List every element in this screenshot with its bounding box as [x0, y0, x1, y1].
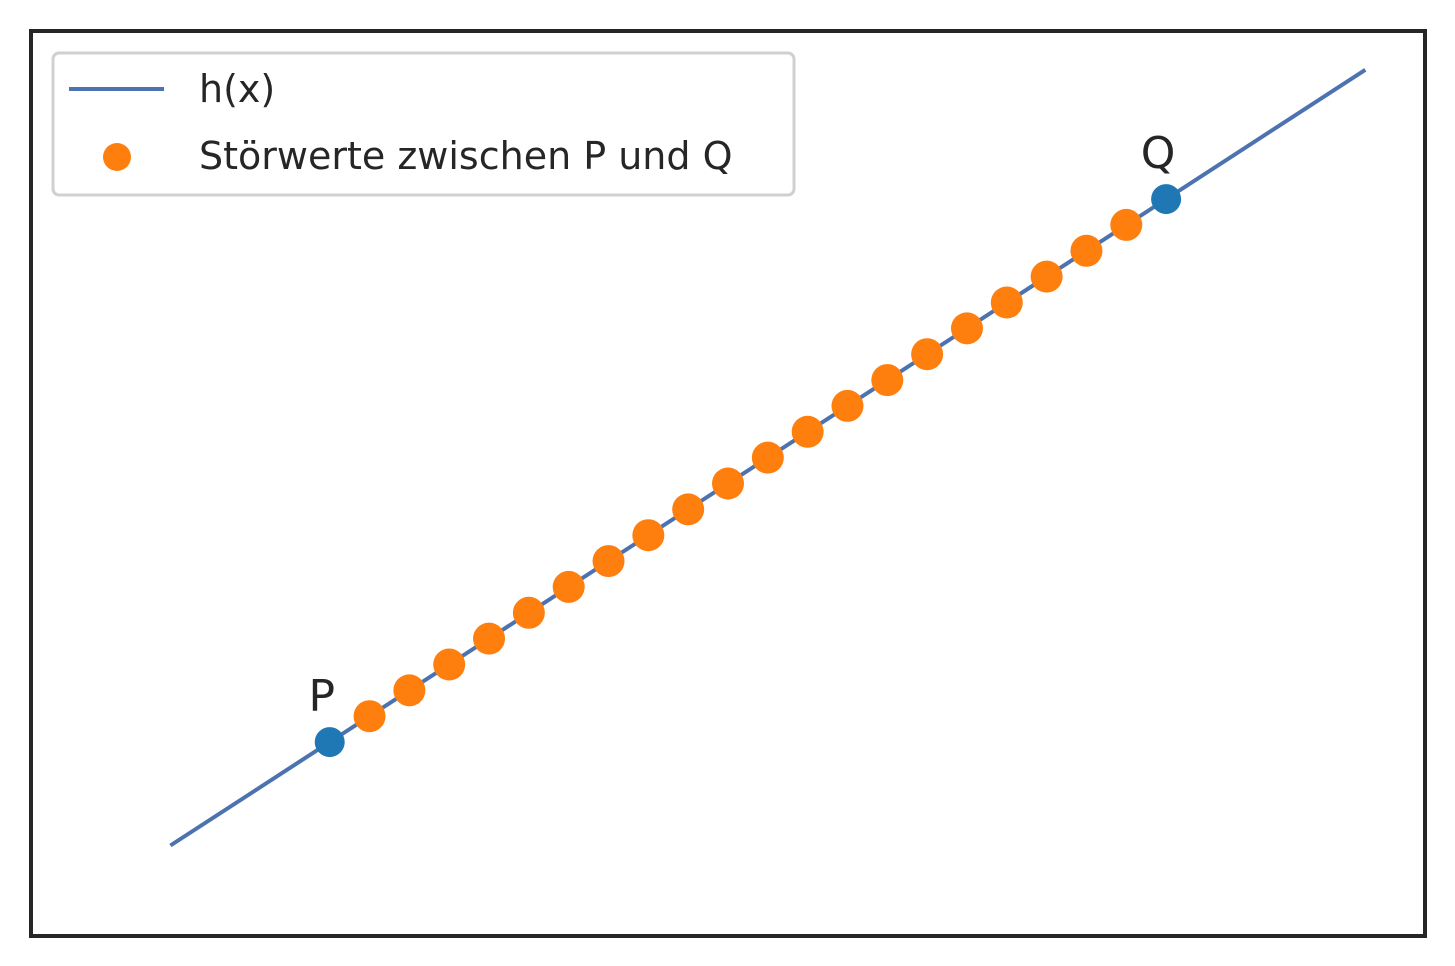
point-p	[314, 727, 345, 758]
scatter-point	[791, 415, 824, 448]
scatter-point	[871, 364, 904, 397]
scatter-point	[632, 519, 665, 552]
point-label-q: Q	[1141, 128, 1176, 179]
scatter-point	[353, 700, 386, 733]
scatter-point	[751, 441, 784, 474]
legend-box	[51, 51, 796, 197]
scatter-point	[592, 545, 625, 578]
scatter-point	[1070, 234, 1103, 267]
scatter-point	[950, 312, 983, 345]
scatter-point	[712, 467, 744, 500]
point-q	[1151, 184, 1182, 215]
point-label-p: P	[308, 671, 335, 722]
scatter-point	[1030, 260, 1063, 293]
scatter-point	[1110, 208, 1143, 241]
scatter-point	[831, 389, 864, 422]
scatter-point	[393, 674, 426, 707]
scatter-point	[911, 338, 944, 371]
scatter-point	[512, 596, 545, 629]
scatter-point	[552, 570, 585, 603]
scatter-point	[473, 622, 506, 655]
scatter-point	[672, 493, 705, 526]
scatter-point	[433, 648, 466, 681]
plot-layer: PQ	[169, 68, 1367, 848]
legend: h(x) Störwerte zwischen P und Q	[51, 51, 796, 197]
legend-label-line: h(x)	[199, 67, 275, 111]
scatter-point	[990, 286, 1023, 319]
legend-label-scatter: Störwerte zwischen P und Q	[199, 134, 733, 178]
legend-dot-swatch	[103, 143, 131, 171]
